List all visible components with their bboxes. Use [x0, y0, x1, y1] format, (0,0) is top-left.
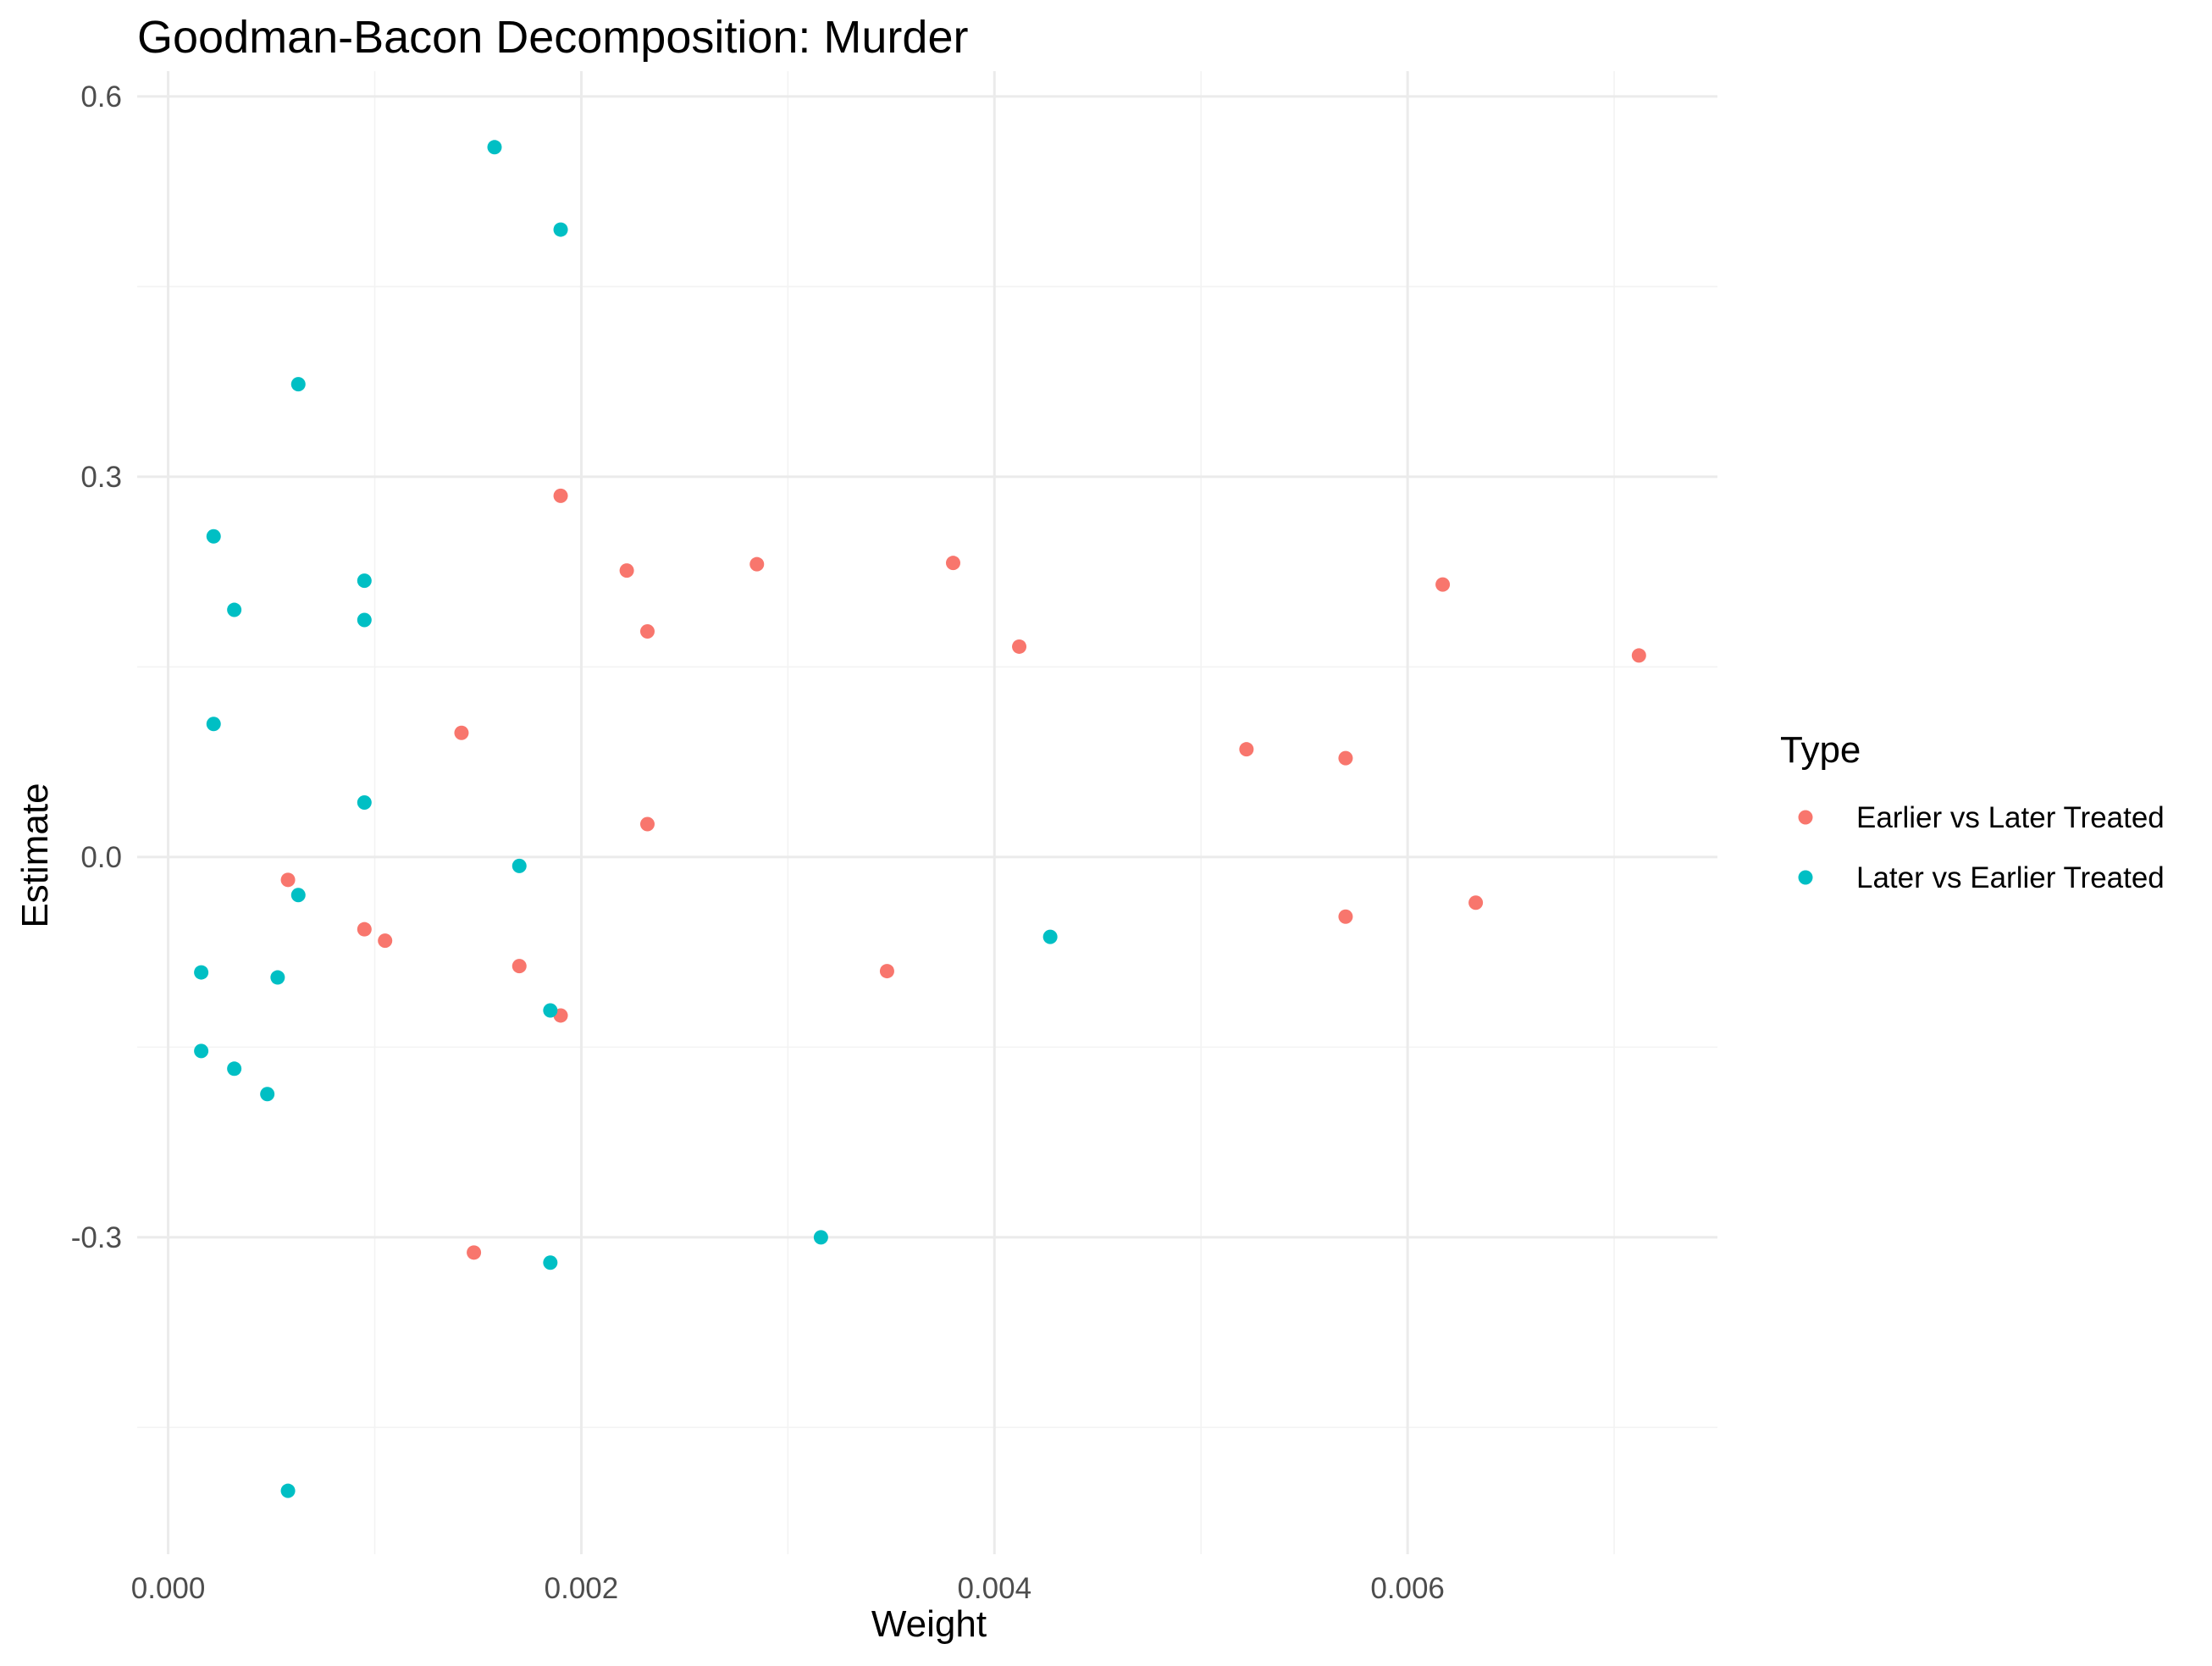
data-point-later-vs-earlier-treated [194, 965, 209, 980]
data-point-earlier-vs-later-treated [454, 725, 469, 740]
x-tick-label: 0.002 [545, 1572, 619, 1605]
legend-key-later-vs-earlier-treated [1798, 870, 1813, 885]
data-point-earlier-vs-later-treated [639, 623, 655, 639]
data-point-later-vs-earlier-treated [487, 140, 502, 155]
x-tick-label: 0.004 [957, 1572, 1031, 1605]
data-point-earlier-vs-later-treated [357, 922, 372, 937]
data-point-earlier-vs-later-treated [749, 556, 765, 572]
x-axis-tick-labels: 0.000 0.002 0.004 0.006 [131, 1572, 1445, 1605]
data-point-later-vs-earlier-treated [260, 1087, 275, 1102]
legend-label-earlier-vs-later-treated: Earlier vs Later Treated [1856, 801, 2165, 834]
y-tick-label: 0.3 [80, 461, 122, 494]
data-point-later-vs-earlier-treated [280, 1483, 296, 1498]
data-point-earlier-vs-later-treated [879, 964, 894, 979]
data-point-earlier-vs-later-treated [1012, 639, 1027, 654]
data-point-later-vs-earlier-treated [206, 717, 221, 732]
y-tick-label: -0.3 [71, 1221, 122, 1254]
data-point-earlier-vs-later-treated [619, 563, 634, 578]
data-point-later-vs-earlier-treated [543, 1003, 558, 1018]
y-axis-tick-labels: -0.3 0.0 0.3 0.6 [71, 80, 122, 1254]
data-point-later-vs-earlier-treated [290, 888, 306, 903]
data-point-later-vs-earlier-treated [357, 573, 372, 589]
data-point-later-vs-earlier-treated [290, 377, 306, 392]
chart-title: Goodman-Bacon Decomposition: Murder [137, 12, 968, 63]
y-tick-label: 0.6 [80, 80, 122, 113]
data-point-earlier-vs-later-treated [1338, 909, 1353, 924]
data-point-later-vs-earlier-treated [357, 795, 372, 811]
data-point-earlier-vs-later-treated [1468, 895, 1484, 910]
data-point-earlier-vs-later-treated [378, 933, 393, 949]
grid-minor-lines [137, 71, 1717, 1554]
data-point-later-vs-earlier-treated [1042, 929, 1058, 944]
data-point-earlier-vs-later-treated [639, 816, 655, 832]
data-point-earlier-vs-later-treated [553, 488, 568, 503]
legend-title: Type [1780, 729, 1861, 771]
data-point-later-vs-earlier-treated [206, 529, 221, 544]
data-point-later-vs-earlier-treated [357, 612, 372, 628]
grid-major-lines [137, 71, 1717, 1554]
legend-label-later-vs-earlier-treated: Later vs Earlier Treated [1856, 861, 2165, 894]
data-point-later-vs-earlier-treated [194, 1043, 209, 1059]
y-axis-title: Estimate [14, 783, 56, 927]
data-points [194, 140, 1646, 1498]
data-point-earlier-vs-later-treated [467, 1245, 482, 1260]
data-point-earlier-vs-later-treated [1631, 648, 1646, 663]
data-point-earlier-vs-later-treated [512, 959, 527, 974]
data-point-earlier-vs-later-treated [945, 556, 960, 571]
x-tick-label: 0.006 [1370, 1572, 1445, 1605]
data-point-later-vs-earlier-treated [553, 222, 568, 237]
legend-key-earlier-vs-later-treated [1798, 810, 1813, 825]
data-point-later-vs-earlier-treated [227, 1061, 242, 1077]
data-point-later-vs-earlier-treated [813, 1230, 828, 1245]
data-point-earlier-vs-later-treated [280, 872, 296, 888]
legend-items: Earlier vs Later Treated Later vs Earlier… [1798, 801, 2165, 894]
data-point-later-vs-earlier-treated [227, 602, 242, 617]
data-point-later-vs-earlier-treated [512, 858, 527, 873]
x-axis-title: Weight [871, 1603, 987, 1645]
x-tick-label: 0.000 [131, 1572, 206, 1605]
data-point-later-vs-earlier-treated [543, 1255, 558, 1270]
legend: Type Earlier vs Later Treated Later vs Ea… [1780, 729, 2165, 894]
data-point-later-vs-earlier-treated [270, 970, 285, 985]
data-point-earlier-vs-later-treated [1338, 750, 1353, 766]
data-point-earlier-vs-later-treated [1435, 577, 1451, 592]
data-point-earlier-vs-later-treated [1239, 742, 1254, 757]
y-tick-label: 0.0 [80, 841, 122, 874]
